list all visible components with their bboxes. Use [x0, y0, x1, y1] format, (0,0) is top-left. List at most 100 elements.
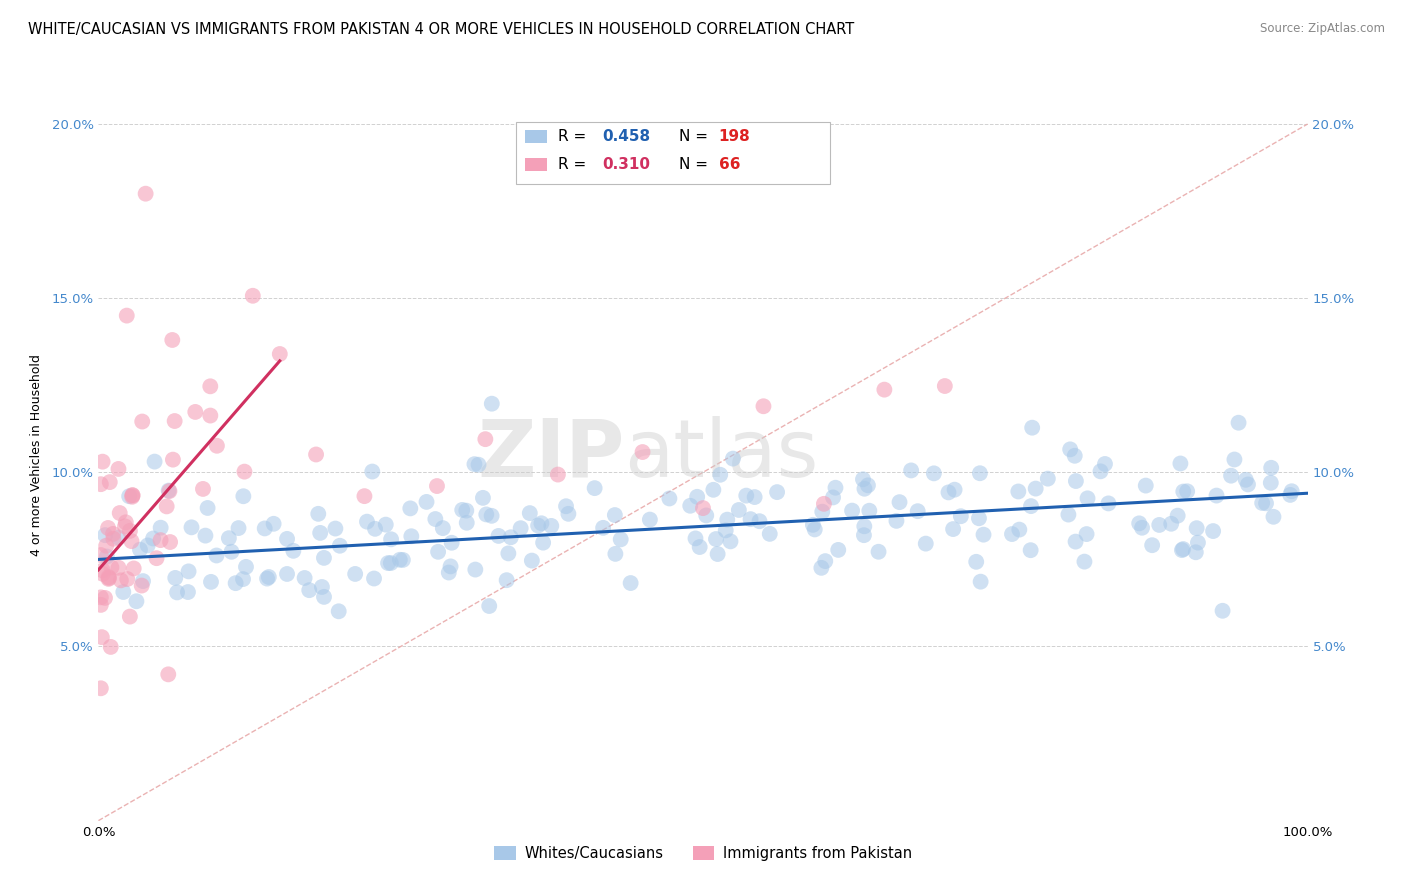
Point [527, 518, 550, 533]
Point [91, 566, 114, 581]
Point [364, 522, 387, 536]
Point [758, 527, 780, 541]
Point [1185, 545, 1208, 559]
Point [1073, 555, 1095, 569]
Point [200, 574, 222, 589]
Point [1001, 527, 1024, 541]
Point [329, 539, 352, 553]
Point [692, 501, 714, 516]
Point [1212, 604, 1234, 618]
Point [704, 532, 727, 546]
Point [520, 553, 543, 567]
Point [583, 481, 606, 495]
Point [813, 497, 835, 511]
Text: ZIP: ZIP [477, 416, 624, 494]
Point [97, 572, 120, 586]
Point [135, 186, 157, 201]
Point [200, 409, 222, 423]
Point [868, 545, 890, 559]
Point [1149, 517, 1171, 532]
Point [145, 551, 167, 566]
Text: R =: R = [558, 129, 591, 145]
Point [163, 414, 186, 428]
Point [325, 522, 347, 536]
Point [117, 572, 139, 586]
Point [100, 640, 122, 654]
Point [263, 516, 285, 531]
Point [377, 556, 399, 570]
Point [495, 573, 517, 587]
Point [107, 531, 129, 545]
Point [388, 553, 411, 567]
Point [1260, 475, 1282, 490]
Point [218, 531, 240, 545]
Point [886, 514, 908, 528]
Point [873, 383, 896, 397]
Point [159, 535, 181, 549]
Point [115, 309, 138, 323]
Point [1160, 516, 1182, 531]
Point [184, 405, 207, 419]
Point [427, 545, 450, 559]
Point [118, 524, 141, 538]
Point [1279, 488, 1302, 502]
Point [91, 564, 114, 578]
Point [471, 491, 494, 505]
Point [276, 566, 298, 581]
Point [191, 482, 214, 496]
Point [1260, 460, 1282, 475]
Text: N =: N = [679, 157, 713, 172]
Point [852, 472, 875, 486]
Point [256, 572, 278, 586]
Point [121, 490, 143, 504]
Point [392, 553, 415, 567]
Point [744, 490, 766, 504]
Point [853, 519, 876, 533]
Point [557, 507, 579, 521]
Point [685, 532, 707, 546]
Legend: Whites/Caucasians, Immigrants from Pakistan: Whites/Caucasians, Immigrants from Pakis… [486, 838, 920, 868]
Point [121, 488, 143, 502]
Point [934, 379, 956, 393]
Point [841, 503, 863, 517]
Point [686, 490, 709, 504]
Point [108, 506, 131, 520]
Text: 0.458: 0.458 [603, 129, 651, 145]
Point [94, 528, 117, 542]
Point [620, 576, 643, 591]
Point [592, 521, 614, 535]
Point [488, 529, 510, 543]
Point [475, 508, 498, 522]
Point [531, 535, 554, 549]
Point [1094, 457, 1116, 471]
Point [242, 289, 264, 303]
Point [540, 519, 562, 533]
Point [814, 554, 837, 568]
Point [90, 548, 112, 562]
Point [149, 521, 172, 535]
Point [276, 532, 298, 546]
Point [432, 521, 454, 535]
Point [107, 462, 129, 476]
Point [1171, 543, 1194, 558]
Point [824, 481, 846, 495]
Text: N =: N = [679, 129, 713, 145]
Point [464, 563, 486, 577]
Point [766, 485, 789, 500]
Point [440, 535, 463, 549]
Point [107, 561, 129, 575]
Point [374, 517, 396, 532]
Point [162, 452, 184, 467]
Point [474, 432, 496, 446]
Point [811, 505, 834, 519]
Point [509, 521, 531, 535]
Point [853, 482, 876, 496]
Point [101, 527, 124, 541]
Point [380, 533, 402, 547]
Point [1167, 508, 1189, 523]
Point [425, 512, 447, 526]
Point [810, 561, 832, 575]
Point [439, 559, 461, 574]
Point [714, 524, 737, 538]
Point [1187, 535, 1209, 549]
